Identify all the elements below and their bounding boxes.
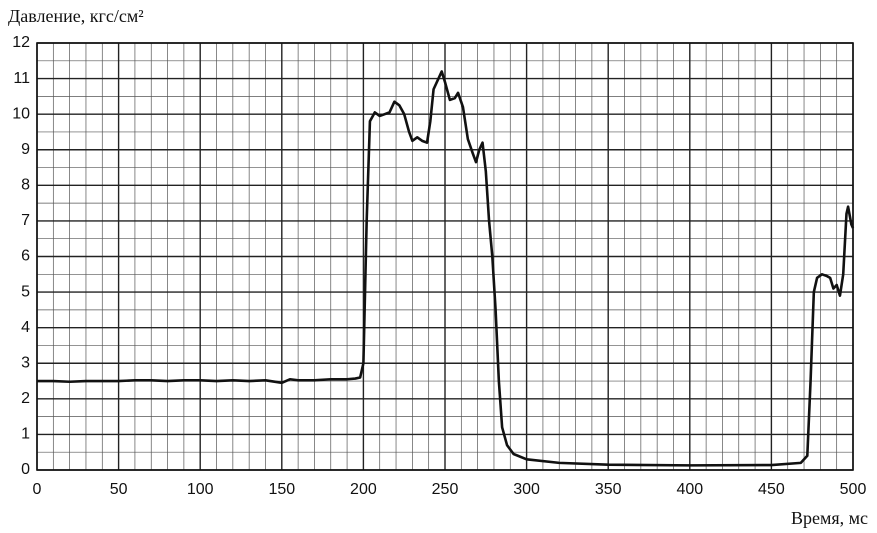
x-tick-label: 0 (33, 481, 42, 498)
x-tick-label: 250 (432, 481, 459, 498)
y-tick-label: 4 (21, 319, 30, 336)
y-tick-label: 9 (21, 141, 30, 158)
plot-frame (36, 42, 854, 471)
line-series (37, 70, 855, 467)
x-tick-label: 500 (840, 481, 867, 498)
x-tick-label: 400 (676, 481, 703, 498)
x-tick-label: 50 (110, 481, 128, 498)
y-tick-label: 3 (21, 354, 30, 371)
y-tick-label: 0 (21, 461, 30, 478)
x-axis-label: Время, мс (791, 508, 868, 528)
y-tick-label: 11 (13, 70, 30, 87)
y-tick-label: 5 (21, 283, 30, 300)
y-tick-label: 10 (12, 105, 30, 122)
y-tick-label: 6 (21, 248, 30, 265)
y-tick-label: 8 (21, 177, 30, 194)
x-tick-label: 350 (595, 481, 622, 498)
y-tick-label: 1 (21, 426, 30, 443)
x-tick-label: 300 (513, 481, 540, 498)
y-axis-label: Давление, кгс/см² (8, 6, 144, 26)
x-tick-label: 100 (187, 481, 214, 498)
x-tick-label: 150 (268, 481, 295, 498)
y-tick-label: 12 (12, 34, 30, 51)
y-tick-label: 2 (21, 390, 30, 407)
x-tick-label: 200 (350, 481, 377, 498)
y-tick-label: 7 (21, 212, 30, 229)
x-tick-label: 450 (758, 481, 785, 498)
